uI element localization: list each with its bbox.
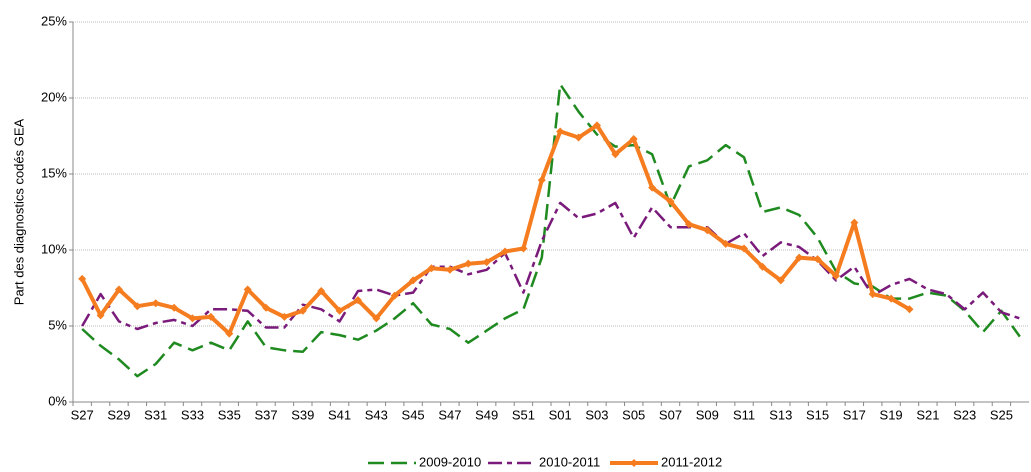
y-tick-label: 10%	[41, 241, 67, 256]
line-series	[81, 83, 1021, 378]
x-tick-label: S23	[953, 407, 976, 422]
marker	[170, 303, 179, 312]
x-tick-label: S25	[990, 407, 1013, 422]
marker	[813, 255, 822, 264]
x-tick-label: S47	[438, 407, 461, 422]
marker	[464, 259, 473, 268]
x-tick-label: S51	[512, 407, 535, 422]
marker	[409, 276, 418, 285]
marker	[390, 291, 399, 300]
marker	[831, 271, 840, 280]
marker	[721, 239, 730, 248]
marker	[574, 133, 583, 142]
marker	[740, 244, 749, 253]
marker	[353, 296, 362, 305]
marker	[96, 311, 105, 320]
marker	[758, 262, 767, 271]
marker	[629, 135, 638, 144]
x-tick-label: S43	[365, 407, 388, 422]
y-tick-label: 5%	[48, 317, 67, 332]
x-tick-label: S07	[659, 407, 682, 422]
x-tick-label: S37	[254, 407, 277, 422]
marker	[482, 258, 491, 267]
x-tick-label: S17	[843, 407, 866, 422]
marker	[206, 312, 215, 321]
legend-label: 2011-2012	[661, 454, 722, 469]
marker	[905, 305, 914, 314]
marker	[556, 127, 565, 136]
marker	[445, 265, 454, 274]
legend-label: 2009-2010	[419, 454, 481, 469]
marker	[335, 306, 344, 315]
marker	[592, 121, 601, 130]
x-tick-label: S15	[806, 407, 829, 422]
marker	[684, 220, 693, 229]
marker	[78, 274, 87, 283]
marker	[611, 150, 620, 159]
marker	[262, 303, 271, 312]
y-tick-label: 25%	[41, 13, 67, 28]
marker	[372, 314, 381, 323]
marker	[868, 290, 877, 299]
marker	[298, 306, 307, 315]
marker	[188, 314, 197, 323]
x-tick-label: S27	[71, 407, 94, 422]
marker	[776, 276, 785, 285]
legend-label: 2010-2011	[539, 454, 600, 469]
marker	[887, 294, 896, 303]
marker	[519, 244, 528, 253]
x-tick-label: S11	[733, 407, 755, 422]
line-series	[80, 123, 911, 336]
x-tick-label: S05	[622, 407, 645, 422]
x-tick-label: S01	[549, 407, 572, 422]
x-tick-label: S45	[402, 407, 425, 422]
y-tick-label: 20%	[41, 89, 67, 104]
marker	[537, 176, 546, 185]
x-tick-label: S39	[291, 407, 314, 422]
x-tick-label: S03	[585, 407, 608, 422]
x-tick-label: S49	[475, 407, 498, 422]
marker	[648, 183, 657, 192]
y-tick-label: 0%	[48, 393, 67, 408]
y-tick-label: 15%	[41, 165, 67, 180]
marker	[225, 329, 234, 338]
legend-marker	[630, 459, 638, 467]
x-tick-label: S29	[107, 407, 130, 422]
x-tick-label: S09	[696, 407, 719, 422]
x-tick-label: S13	[769, 407, 792, 422]
line-series	[81, 201, 1021, 331]
x-tick-label: S35	[218, 407, 241, 422]
x-tick-label: S19	[880, 407, 903, 422]
marker	[317, 287, 326, 296]
marker	[133, 302, 142, 311]
marker	[850, 218, 859, 227]
marker	[280, 312, 289, 321]
y-axis-label: Part des diagnostics codés GEA	[11, 118, 26, 305]
x-tick-label: S21	[916, 407, 939, 422]
marker	[666, 197, 675, 206]
x-tick-label: S33	[181, 407, 204, 422]
marker	[427, 264, 436, 273]
x-tick-label: S41	[328, 407, 351, 422]
marker	[243, 285, 252, 294]
x-tick-label: S31	[144, 407, 167, 422]
marker	[151, 299, 160, 308]
marker	[114, 285, 123, 294]
marker	[703, 226, 712, 235]
marker	[501, 247, 510, 256]
marker	[795, 253, 804, 262]
